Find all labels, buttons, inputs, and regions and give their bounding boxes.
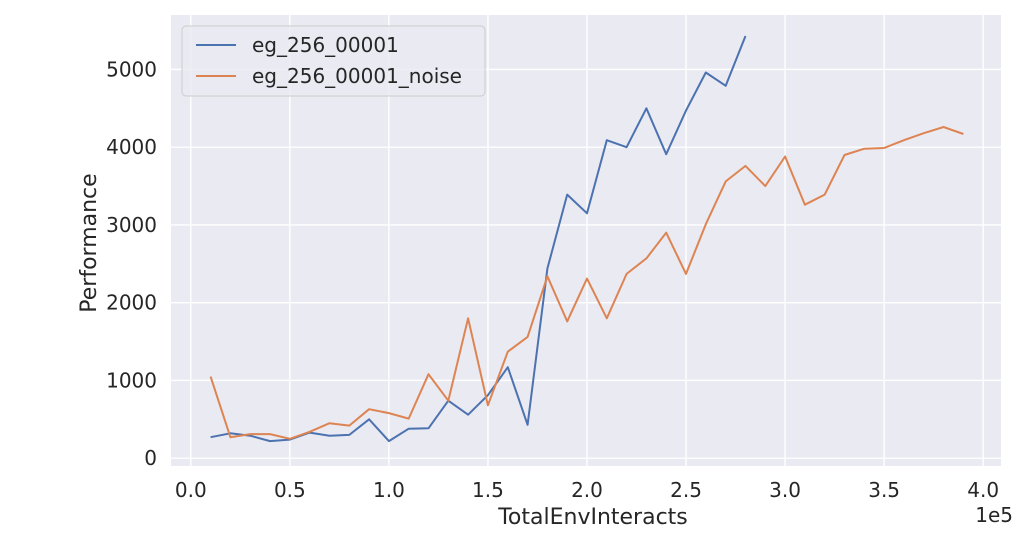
legend: eg_256_00001 eg_256_00001_noise (181, 25, 486, 97)
x-axis-ticks: 0.0 0.5 1.0 1.5 2.0 2.5 3.0 3.5 4.0 (175, 478, 999, 502)
x-axis-offset-label: 1e5 (975, 503, 1013, 527)
series-line-eg-256-00001-noise (209, 126, 964, 440)
y-tick-label: 5000 (106, 57, 157, 81)
y-axis-label: Performance (77, 173, 102, 312)
y-tick-label: 3000 (106, 213, 157, 237)
x-tick-label: 0.0 (175, 478, 207, 502)
y-tick-label: 0 (144, 446, 157, 470)
y-axis-ticks: 0 1000 2000 3000 4000 5000 (106, 57, 157, 470)
x-axis-label: TotalEnvInteracts (497, 505, 688, 530)
legend-box (181, 25, 486, 97)
x-tick-label: 2.5 (670, 478, 702, 502)
legend-label-eg-256-00001: eg_256_00001 (252, 33, 399, 57)
x-tick-label: 3.5 (868, 478, 900, 502)
x-tick-label: 0.5 (274, 478, 306, 502)
x-tick-label: 2.0 (571, 478, 603, 502)
x-tick-label: 3.0 (769, 478, 801, 502)
x-tick-label: 4.0 (967, 478, 999, 502)
x-tick-label: 1.5 (472, 478, 504, 502)
x-tick-label: 1.0 (373, 478, 405, 502)
y-tick-label: 2000 (106, 291, 157, 315)
y-tick-label: 1000 (106, 368, 157, 392)
legend-label-eg-256-00001-noise: eg_256_00001_noise (252, 64, 462, 88)
y-tick-label: 4000 (106, 135, 157, 159)
series-lines (209, 35, 964, 443)
